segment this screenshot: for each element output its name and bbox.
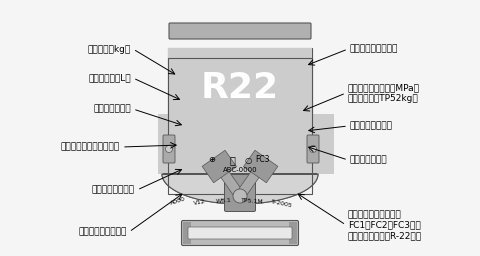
- Circle shape: [233, 189, 247, 203]
- Bar: [168, 48, 312, 174]
- Ellipse shape: [162, 144, 318, 204]
- Bar: [289, 222, 297, 244]
- Text: V12: V12: [193, 198, 206, 206]
- Text: TP5.1M: TP5.1M: [240, 198, 264, 205]
- Text: 質量（単位kg）: 質量（単位kg）: [88, 45, 131, 54]
- Text: A000: A000: [169, 196, 186, 206]
- Circle shape: [310, 145, 316, 153]
- Text: 充填すべきガスの種類
FC1、FC2、FC3など
（旧表示はガス名R-22等）: 充填すべきガスの種類 FC1、FC2、FC3など （旧表示はガス名R-22等）: [348, 210, 422, 240]
- Text: 5-2005: 5-2005: [271, 199, 293, 208]
- FancyBboxPatch shape: [225, 175, 255, 211]
- Polygon shape: [202, 150, 237, 183]
- Text: R22: R22: [201, 71, 279, 105]
- Polygon shape: [243, 150, 278, 183]
- Polygon shape: [215, 164, 244, 199]
- Text: 所有者登録番号: 所有者登録番号: [94, 104, 131, 113]
- Polygon shape: [236, 164, 265, 199]
- Bar: [183, 222, 191, 244]
- FancyBboxPatch shape: [188, 227, 292, 239]
- Text: ⊕: ⊕: [208, 155, 216, 165]
- Text: 容器の記号番号: 容器の記号番号: [350, 155, 388, 165]
- Bar: [168, 58, 312, 194]
- Polygon shape: [168, 48, 312, 174]
- Text: 容器検査に合格した記号: 容器検査に合格した記号: [61, 143, 120, 152]
- Text: 容器の検査年月日: 容器の検査年月日: [350, 122, 393, 131]
- FancyBboxPatch shape: [181, 220, 299, 246]
- Text: W8.1: W8.1: [216, 198, 232, 205]
- Text: 耐圧試験圧力（単位MPa）
（旧表示ではTP52kg）: 耐圧試験圧力（単位MPa） （旧表示ではTP52kg）: [348, 83, 420, 103]
- FancyBboxPatch shape: [307, 135, 319, 163]
- Circle shape: [166, 145, 172, 153]
- Text: FC3: FC3: [255, 155, 269, 165]
- Text: 検査実施者の記号: 検査実施者の記号: [92, 186, 135, 195]
- Text: ○: ○: [244, 155, 252, 165]
- Polygon shape: [162, 174, 318, 204]
- Text: 容器製造業者の記号: 容器製造業者の記号: [79, 228, 127, 237]
- FancyBboxPatch shape: [163, 135, 175, 163]
- Text: 内容積（単位L）: 内容積（単位L）: [88, 73, 131, 82]
- Text: ABC-0000: ABC-0000: [223, 167, 257, 173]
- Text: 米: 米: [229, 155, 235, 165]
- FancyBboxPatch shape: [169, 23, 311, 39]
- Text: 充填ガスの名称表示: 充填ガスの名称表示: [350, 45, 398, 54]
- FancyBboxPatch shape: [158, 114, 334, 174]
